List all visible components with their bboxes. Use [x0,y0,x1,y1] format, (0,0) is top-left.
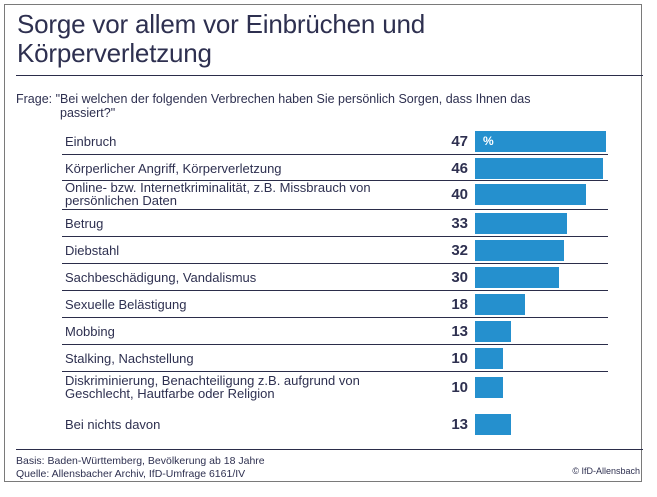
bar [475,267,559,288]
value-label: 30 [451,269,468,286]
bar [475,414,511,435]
chart-title: Sorge vor allem vor Einbrüchen und Körpe… [17,10,425,68]
value-label: 13 [451,416,468,433]
category-label-line: Diskriminierung, Benachteiligung z.B. au… [65,373,360,388]
row-divider [62,180,608,181]
row-divider [62,371,608,372]
bar [475,158,603,179]
title-line-2: Körperverletzung [17,38,212,68]
category-label: Einbruch [65,135,116,148]
category-label-line: Sachbeschädigung, Vandalismus [65,270,257,285]
bar [475,348,503,369]
category-label-line: Einbruch [65,134,117,149]
bar [475,240,564,261]
row-divider [62,154,608,155]
category-label: Online- bzw. Internetkriminalität, z.B. … [65,181,371,207]
category-label: Körperlicher Angriff, Körperverletzung [65,162,282,175]
question-line-2: passiert?" [60,106,116,120]
footer-notes: Basis: Baden-Württemberg, Bevölkerung ab… [16,455,265,481]
footer-source: Quelle: Allensbacher Archiv, IfD-Umfrage… [16,468,246,480]
row-divider [62,236,608,237]
value-label: 13 [451,323,468,340]
category-label: Bei nichts davon [65,418,160,431]
row-divider [62,344,608,345]
bar [475,213,567,234]
row-divider [62,209,608,210]
category-label-line: Betrug [65,216,104,231]
title-line-1: Sorge vor allem vor Einbrüchen und [17,9,425,39]
category-label-line: Diebstahl [65,243,120,258]
category-label: Diebstahl [65,244,119,257]
category-label-line: Körperlicher Angriff, Körperverletzung [65,161,282,176]
value-label: 32 [451,242,468,259]
value-label: 40 [451,186,468,203]
title-divider [16,75,643,76]
bar [475,294,525,315]
bar [475,377,503,398]
category-label-line: Sexuelle Belästigung [65,297,187,312]
category-label-line: Geschlecht, Hautfarbe oder Religion [65,386,275,401]
value-label: 33 [451,215,468,232]
category-label-line: Online- bzw. Internetkriminalität, z.B. … [65,180,371,195]
bar [475,184,586,205]
category-label-line: persönlichen Daten [65,193,178,208]
category-label: Sachbeschädigung, Vandalismus [65,271,256,284]
row-divider [62,290,608,291]
bar [475,321,511,342]
copyright-notice: © IfD-Allensbach [572,466,640,476]
category-label: Sexuelle Belästigung [65,298,186,311]
value-label: 18 [451,296,468,313]
chart-frame [4,4,642,482]
value-label: 10 [451,350,468,367]
category-label: Stalking, Nachstellung [65,352,194,365]
category-label-line: Bei nichts davon [65,417,161,432]
category-label: Mobbing [65,325,115,338]
row-divider [62,317,608,318]
category-label: Betrug [65,217,103,230]
category-label-line: Stalking, Nachstellung [65,351,194,366]
value-label: 10 [451,379,468,396]
question-line-1: Frage: "Bei welchen der folgenden Verbre… [16,92,531,106]
percent-unit-label: % [483,134,494,148]
bar [475,131,606,152]
category-label: Diskriminierung, Benachteiligung z.B. au… [65,374,360,400]
footer-basis: Basis: Baden-Württemberg, Bevölkerung ab… [16,455,265,467]
value-label: 47 [451,133,468,150]
footer-divider [16,449,643,450]
survey-question: Frage: "Bei welchen der folgenden Verbre… [16,92,626,120]
value-label: 46 [451,160,468,177]
row-divider [62,263,608,264]
category-label-line: Mobbing [65,324,115,339]
